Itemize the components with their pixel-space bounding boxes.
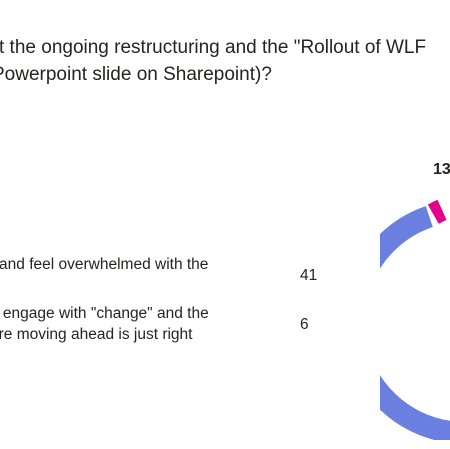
donut-slice-small (427, 199, 447, 224)
option-count: 6 (300, 316, 309, 333)
option-label-continued: are moving ahead is just right (0, 326, 193, 343)
donut-slice-main (380, 206, 450, 440)
question-line-1: t the ongoing restructuring and the "Rol… (0, 37, 427, 58)
option-item: k and feel overwhelmed with the (0, 254, 208, 275)
question-text: t the ongoing restructuring and the "Rol… (0, 34, 450, 88)
question-line-2: Powerpoint slide on Sharepoint)? (0, 64, 272, 85)
option-label: o engage with "change" and the (0, 305, 209, 322)
donut-slice-label: 13 (433, 161, 450, 178)
donut-chart (380, 199, 450, 440)
option-item: o engage with "change" and the are movin… (0, 303, 209, 345)
option-count: 41 (300, 267, 318, 284)
option-label: k and feel overwhelmed with the (0, 256, 209, 273)
